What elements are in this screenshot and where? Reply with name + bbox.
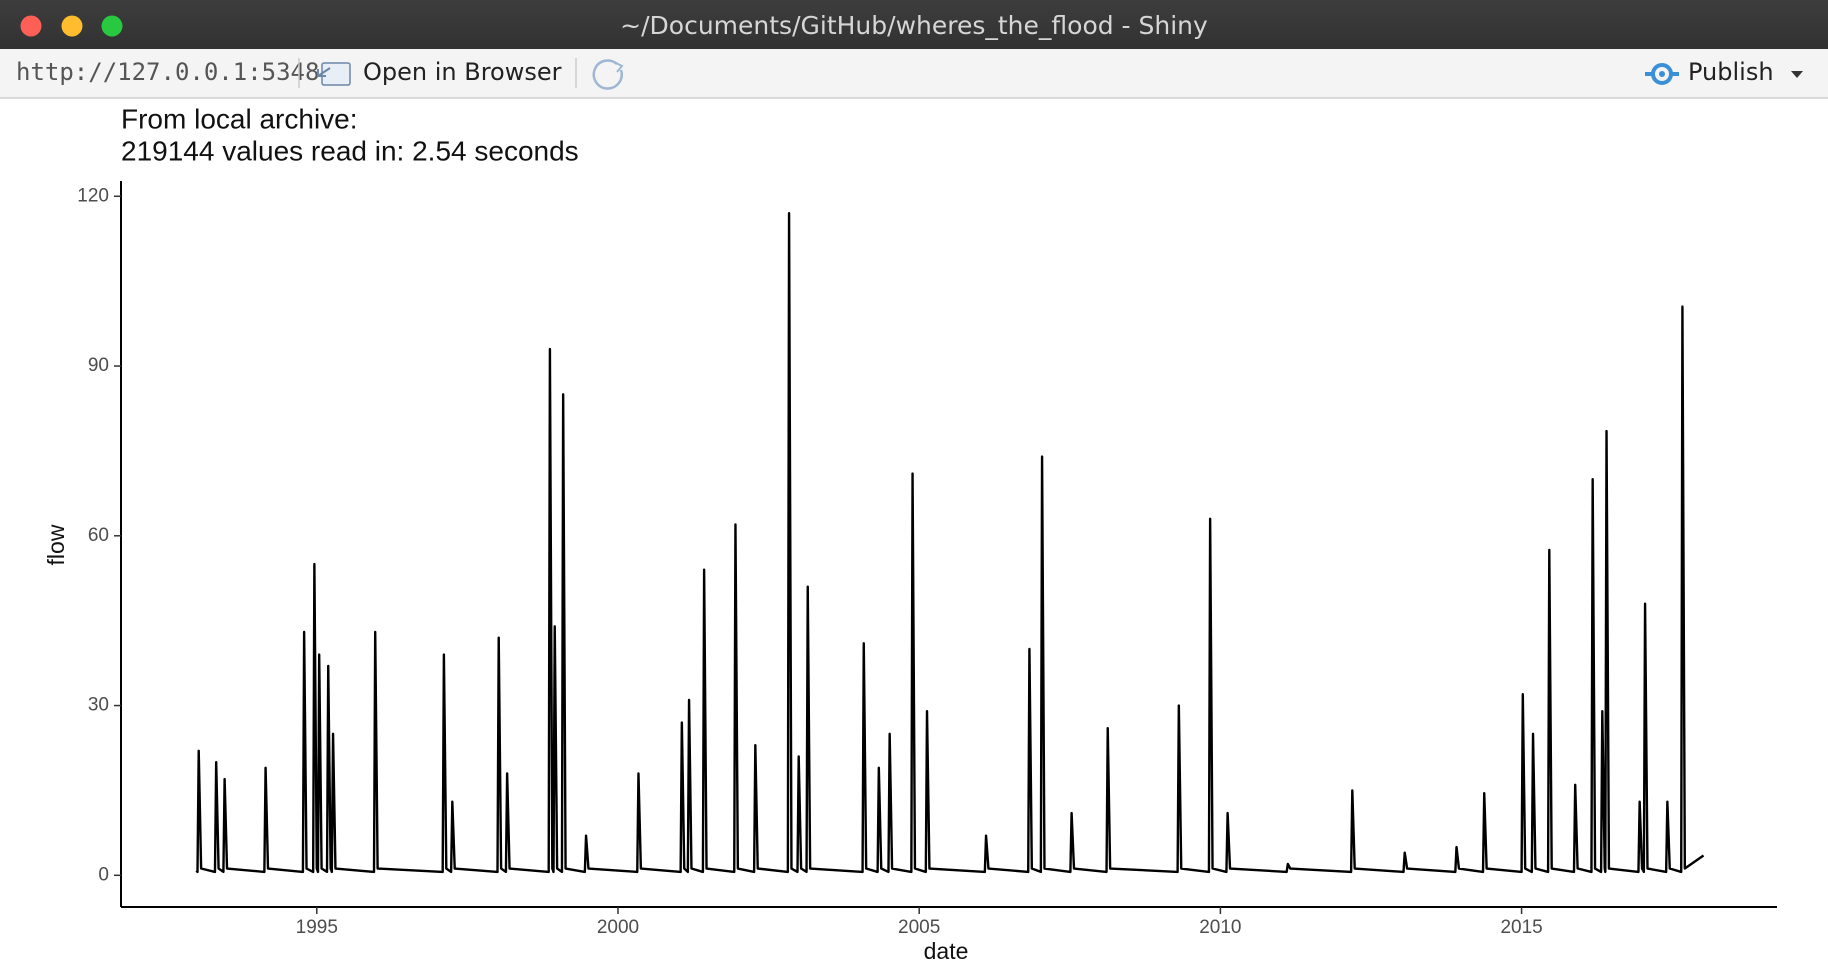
open-in-browser-icon[interactable] (317, 62, 351, 86)
publish-button[interactable]: Publish (1688, 58, 1774, 86)
open-in-browser-button[interactable]: Open in Browser (363, 58, 562, 86)
minimize-button[interactable] (61, 15, 83, 37)
window-title: ~/Documents/GitHub/wheres_the_flood - Sh… (620, 11, 1208, 40)
y-tick-label: 0 (98, 864, 109, 885)
x-tick-label: 2000 (597, 917, 639, 938)
y-tick-label: 90 (88, 355, 109, 376)
refresh-icon[interactable] (592, 59, 624, 90)
flow-line (195, 212, 1705, 874)
y-axis-label: flow (43, 524, 69, 565)
y-tick-label: 30 (88, 695, 109, 716)
publish-icon[interactable] (1645, 63, 1679, 85)
toolbar (0, 49, 1828, 98)
chart: From local archive: 219144 values read i… (43, 103, 1777, 964)
chart-title: From local archive: (121, 103, 358, 134)
chart-subtitle: 219144 values read in: 2.54 seconds (121, 135, 579, 166)
zoom-button[interactable] (101, 15, 123, 37)
url-text[interactable]: http://127.0.0.1:5348 (16, 58, 319, 86)
x-tick-label: 2010 (1199, 917, 1241, 938)
x-axis-label: date (924, 938, 969, 964)
y-tick-label: 120 (77, 185, 109, 206)
x-tick-label: 2015 (1500, 917, 1542, 938)
publish-dropdown[interactable] (1791, 71, 1803, 78)
close-button[interactable] (20, 15, 42, 37)
title-bar (0, 0, 1828, 49)
x-tick-label: 2005 (898, 917, 940, 938)
x-tick-label: 1995 (296, 917, 338, 938)
y-tick-label: 60 (88, 525, 109, 546)
